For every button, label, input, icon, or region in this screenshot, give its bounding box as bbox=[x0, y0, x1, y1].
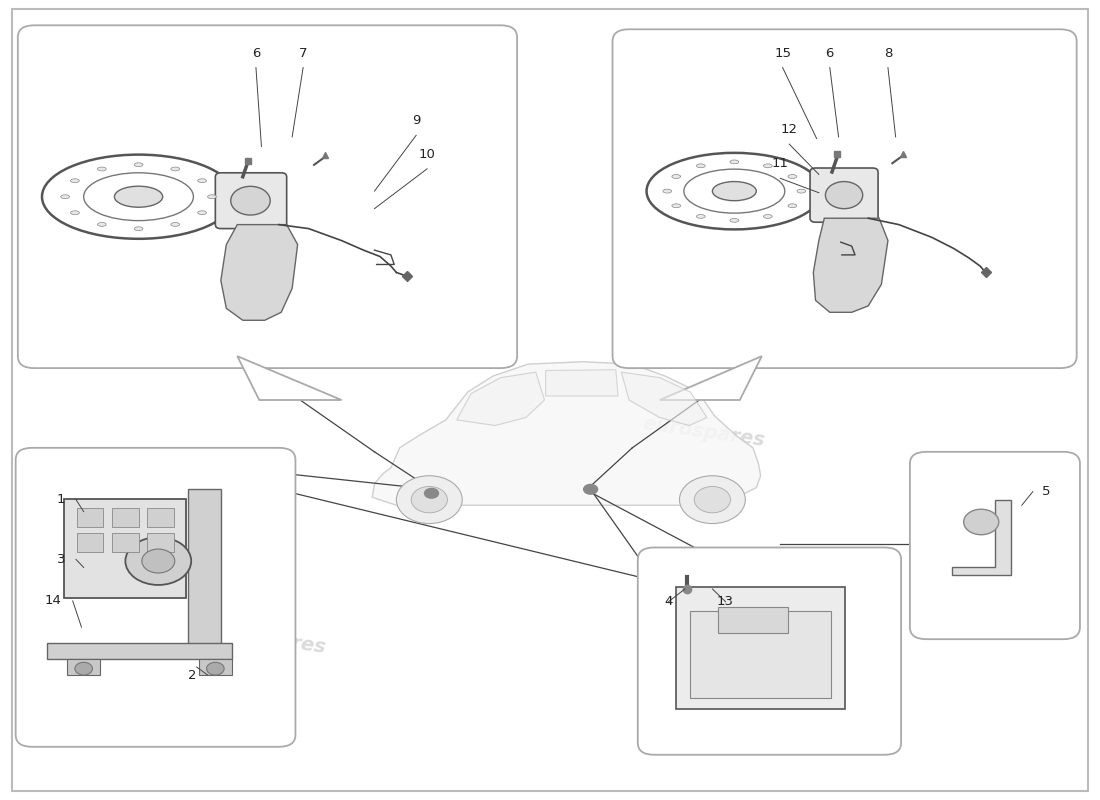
Ellipse shape bbox=[70, 178, 79, 182]
Ellipse shape bbox=[763, 164, 772, 168]
Text: 14: 14 bbox=[45, 594, 62, 607]
Text: 2: 2 bbox=[188, 669, 197, 682]
Ellipse shape bbox=[730, 218, 739, 222]
Text: 13: 13 bbox=[717, 595, 734, 608]
Polygon shape bbox=[952, 500, 1011, 575]
FancyBboxPatch shape bbox=[112, 533, 139, 552]
FancyBboxPatch shape bbox=[910, 452, 1080, 639]
Text: 9: 9 bbox=[412, 114, 420, 127]
Polygon shape bbox=[621, 372, 707, 426]
Ellipse shape bbox=[798, 190, 806, 193]
Ellipse shape bbox=[98, 167, 107, 171]
Text: eurospares: eurospares bbox=[641, 414, 766, 450]
Polygon shape bbox=[813, 218, 888, 312]
Circle shape bbox=[125, 537, 191, 585]
Ellipse shape bbox=[672, 174, 681, 178]
Ellipse shape bbox=[788, 174, 796, 178]
FancyBboxPatch shape bbox=[810, 168, 878, 222]
Polygon shape bbox=[47, 643, 232, 659]
FancyBboxPatch shape bbox=[147, 533, 174, 552]
Polygon shape bbox=[238, 356, 341, 400]
Ellipse shape bbox=[672, 204, 681, 208]
Ellipse shape bbox=[170, 167, 179, 171]
FancyBboxPatch shape bbox=[64, 499, 186, 598]
FancyBboxPatch shape bbox=[718, 607, 788, 633]
Ellipse shape bbox=[208, 194, 217, 198]
Text: 5: 5 bbox=[1042, 485, 1050, 498]
FancyBboxPatch shape bbox=[18, 26, 517, 368]
Ellipse shape bbox=[696, 214, 705, 218]
Ellipse shape bbox=[134, 162, 143, 166]
Text: 10: 10 bbox=[419, 148, 436, 161]
Text: 6: 6 bbox=[252, 46, 260, 59]
Ellipse shape bbox=[114, 186, 163, 207]
Ellipse shape bbox=[696, 164, 705, 168]
Polygon shape bbox=[546, 370, 618, 396]
Circle shape bbox=[424, 488, 439, 499]
Polygon shape bbox=[660, 356, 762, 400]
Circle shape bbox=[964, 510, 999, 534]
FancyBboxPatch shape bbox=[147, 508, 174, 526]
Ellipse shape bbox=[713, 182, 757, 201]
Ellipse shape bbox=[198, 178, 207, 182]
Polygon shape bbox=[372, 362, 761, 506]
Text: 3: 3 bbox=[56, 553, 65, 566]
Text: 6: 6 bbox=[826, 46, 834, 59]
Text: eurospares: eurospares bbox=[202, 254, 327, 290]
FancyBboxPatch shape bbox=[77, 533, 103, 552]
FancyBboxPatch shape bbox=[112, 508, 139, 526]
Circle shape bbox=[694, 486, 730, 513]
Ellipse shape bbox=[170, 222, 179, 226]
Ellipse shape bbox=[60, 194, 69, 198]
Circle shape bbox=[207, 662, 224, 675]
Circle shape bbox=[825, 182, 862, 209]
Ellipse shape bbox=[663, 190, 672, 193]
Polygon shape bbox=[456, 372, 544, 426]
Polygon shape bbox=[199, 659, 232, 675]
Text: 12: 12 bbox=[781, 123, 798, 136]
Text: 1: 1 bbox=[56, 493, 65, 506]
Text: 11: 11 bbox=[772, 158, 789, 170]
Ellipse shape bbox=[763, 214, 772, 218]
Text: eurospares: eurospares bbox=[641, 254, 766, 290]
FancyBboxPatch shape bbox=[77, 508, 103, 526]
Circle shape bbox=[680, 476, 746, 523]
Text: 7: 7 bbox=[299, 46, 307, 59]
Ellipse shape bbox=[198, 211, 207, 214]
FancyBboxPatch shape bbox=[638, 547, 901, 754]
Circle shape bbox=[583, 484, 598, 495]
Ellipse shape bbox=[98, 222, 107, 226]
Circle shape bbox=[142, 549, 175, 573]
FancyBboxPatch shape bbox=[676, 586, 845, 710]
FancyBboxPatch shape bbox=[15, 448, 296, 746]
Circle shape bbox=[75, 662, 92, 675]
FancyBboxPatch shape bbox=[691, 611, 830, 698]
Circle shape bbox=[411, 486, 448, 513]
Ellipse shape bbox=[788, 204, 796, 208]
Polygon shape bbox=[67, 659, 100, 675]
Text: eurospares: eurospares bbox=[202, 621, 327, 657]
Circle shape bbox=[396, 476, 462, 523]
Circle shape bbox=[231, 186, 271, 215]
Ellipse shape bbox=[134, 227, 143, 230]
Ellipse shape bbox=[730, 160, 739, 164]
Text: 4: 4 bbox=[664, 595, 673, 608]
Ellipse shape bbox=[70, 211, 79, 214]
Text: 15: 15 bbox=[774, 46, 791, 59]
Text: 8: 8 bbox=[883, 46, 892, 59]
Polygon shape bbox=[188, 490, 221, 655]
FancyBboxPatch shape bbox=[216, 173, 287, 229]
Polygon shape bbox=[221, 225, 298, 320]
FancyBboxPatch shape bbox=[613, 30, 1077, 368]
